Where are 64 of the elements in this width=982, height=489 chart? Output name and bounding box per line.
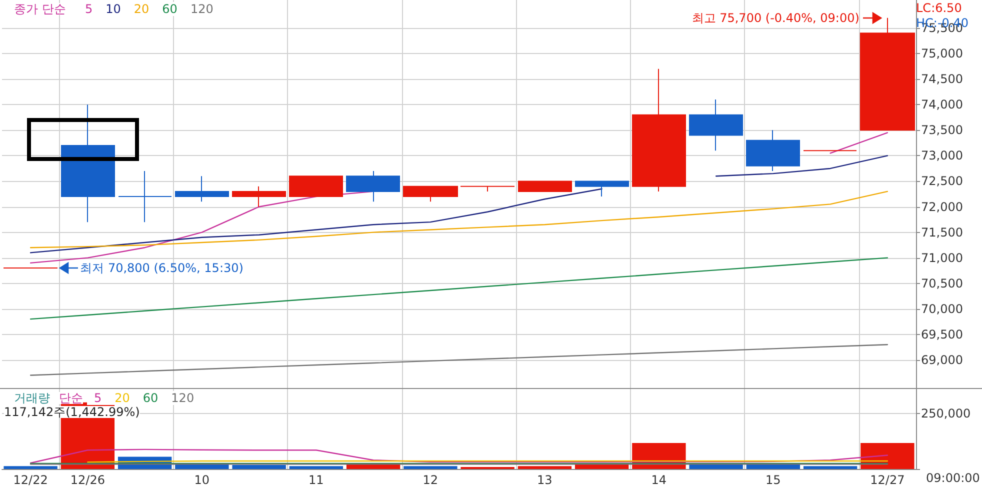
bar: [4, 466, 58, 469]
line-series: [30, 257, 888, 320]
annotation: 최고 75,700 (-0.40%, 09:00): [692, 10, 860, 25]
x-tick-label: 11: [308, 473, 324, 487]
y-tick-label: 75,000: [921, 46, 963, 61]
y-tick-label: 71,500: [921, 225, 963, 240]
candlestick: [632, 68, 686, 192]
text: 5: [94, 391, 102, 405]
text: 120: [171, 391, 194, 405]
text: 09:00:00: [926, 471, 980, 485]
x-tick-label: 10: [194, 473, 210, 487]
legend-title: 단순: [59, 391, 83, 405]
y-tick-label: 69,500: [921, 327, 963, 342]
annotation: LC:6.50: [916, 1, 962, 15]
candlestick: [175, 176, 229, 202]
candlestick: [118, 170, 172, 223]
y-tick-label: 74,000: [921, 98, 963, 112]
y-tick-label: 72,000: [921, 200, 963, 214]
x-tick-label: 12/26: [70, 473, 105, 487]
chart-title: 거래량: [14, 391, 50, 405]
annotation: 117,142주(1,442.99%): [4, 405, 140, 419]
x-tick-label: 15: [766, 473, 781, 487]
annotation: 최저 70,800 (6.50%, 15:30): [80, 261, 244, 276]
candlestick: [860, 17, 915, 131]
bar: [404, 466, 458, 469]
bar: [289, 466, 344, 469]
y-tick-label: 74,500: [921, 72, 963, 86]
candlestick: [575, 180, 629, 198]
candlestick: [403, 186, 458, 202]
x-tick-label: 14: [651, 473, 667, 487]
bar: [860, 443, 914, 469]
y-tick-label: 70,000: [921, 302, 963, 316]
y-tick-label: 70,500: [921, 276, 963, 290]
text: 20: [134, 2, 150, 16]
text: 60: [142, 391, 158, 405]
candlestick: [346, 170, 400, 202]
y-tick-label: 73,000: [921, 148, 963, 163]
candlestick: [61, 104, 115, 223]
x-tick-label: 12: [422, 473, 438, 487]
line-series: [30, 190, 888, 248]
candlestick: [746, 130, 800, 172]
candlestick: [289, 176, 343, 198]
x-tick-label: 13: [537, 473, 552, 487]
candlestick: [460, 186, 515, 192]
candlestick: [518, 180, 572, 192]
candlestick: [689, 99, 743, 152]
text: 5: [85, 2, 93, 16]
candlestick: [232, 186, 286, 208]
line-series: [30, 344, 888, 376]
y-tick-label: 73,500: [921, 123, 963, 138]
x-tick-label: 12/27: [870, 473, 905, 487]
text: 120: [190, 2, 214, 16]
x-tick-label: 12/22: [13, 473, 48, 487]
y-tick-label: 72,500: [921, 174, 963, 188]
bar: [803, 466, 858, 469]
legend-title: 종가 단순: [14, 2, 66, 16]
text: 20: [114, 391, 130, 405]
y-tick-label: 71,000: [921, 250, 963, 265]
y-tick-label: 69,000: [921, 352, 963, 367]
y-tick-label: 250,000: [921, 406, 971, 420]
bar: [232, 465, 286, 469]
bar: [518, 466, 572, 469]
text: 10: [106, 2, 121, 16]
text: 60: [162, 2, 178, 16]
